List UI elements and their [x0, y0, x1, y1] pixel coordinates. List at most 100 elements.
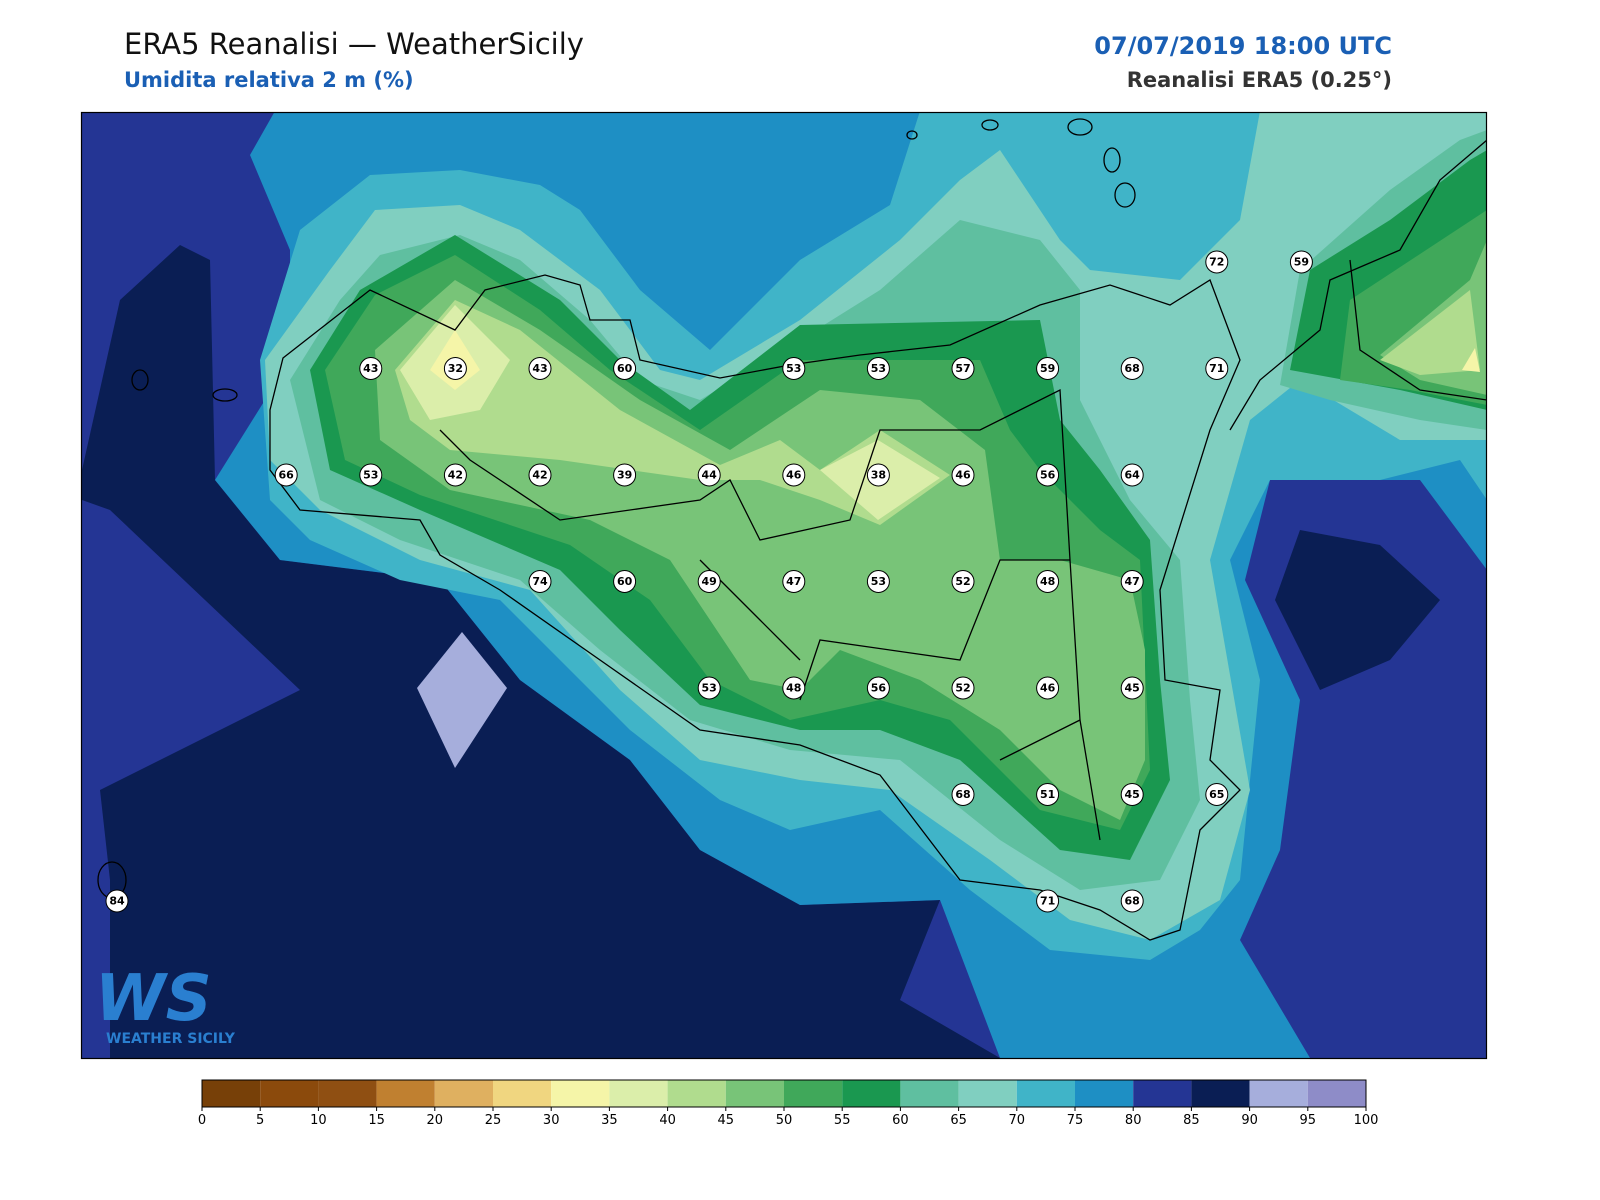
station-value: 68	[1125, 895, 1140, 908]
colorbar-tick-label: 90	[1241, 1113, 1258, 1128]
colorbar-bin	[202, 1080, 261, 1107]
colorbar-bin	[609, 1080, 668, 1107]
station-marker	[1120, 676, 1144, 700]
station-marker	[528, 570, 552, 593]
station-marker	[1120, 889, 1144, 913]
colorbar-bin	[1016, 1080, 1075, 1107]
station-marker	[274, 463, 298, 487]
colorbar-tick-label: 95	[1300, 1113, 1317, 1128]
colorbar-bin	[667, 1080, 726, 1107]
logo: WS WEATHER SICILY	[95, 962, 236, 1047]
station-value: 47	[786, 575, 801, 588]
station-value: 60	[617, 575, 633, 588]
colorbar-bin	[260, 1080, 319, 1107]
title: ERA5 Reanalisi — WeatherSicily	[124, 27, 584, 61]
station-marker	[1205, 783, 1229, 806]
station-marker	[866, 570, 890, 593]
station-marker	[528, 463, 552, 487]
station-marker	[1205, 357, 1229, 380]
station-marker	[782, 463, 806, 487]
colorbar-bin	[318, 1080, 377, 1107]
station-value: 51	[1040, 788, 1055, 801]
station-marker	[1036, 357, 1060, 380]
station-value: 53	[871, 362, 886, 375]
colorbar-tick-label: 60	[892, 1113, 909, 1128]
station-marker	[359, 463, 383, 487]
map-frame	[80, 111, 1488, 1060]
logo-initials: WS	[95, 962, 212, 1036]
station-value: 49	[702, 575, 717, 588]
datetime: 07/07/2019 18:00 UTC	[1094, 32, 1392, 60]
station-value: 38	[871, 469, 886, 482]
station-value: 52	[955, 682, 970, 695]
station-value: 66	[279, 469, 295, 482]
subtitle: Umidita relativa 2 m (%)	[124, 68, 414, 92]
station-marker	[782, 570, 806, 593]
station-marker	[951, 783, 975, 806]
station-value: 53	[786, 362, 801, 375]
colorbar-tick-label: 10	[310, 1113, 327, 1128]
station-value: 32	[448, 362, 463, 375]
station-marker	[613, 357, 637, 380]
station-marker	[1120, 463, 1144, 487]
station-value: 45	[1125, 788, 1140, 801]
station-value: 59	[1040, 362, 1055, 375]
colorbar-tick-label: 20	[427, 1113, 444, 1128]
station-marker	[951, 676, 975, 700]
station-marker	[782, 357, 806, 380]
station-marker	[443, 463, 467, 487]
station-value: 47	[1125, 575, 1140, 588]
colorbar-bin	[376, 1080, 435, 1107]
station-marker	[1205, 250, 1229, 274]
station-value: 44	[702, 469, 718, 482]
colorbar-tick-label: 100	[1354, 1113, 1379, 1128]
colorbar-bin	[551, 1080, 610, 1107]
station-value: 48	[786, 682, 801, 695]
colorbar: 0 5 10 15 20 25 30 35 40 45 50 55 60 65 70 75 80 85 90 95 10…	[198, 1079, 1379, 1128]
station-marker	[951, 463, 975, 487]
station-value: 68	[1125, 362, 1140, 375]
colorbar-tick-label: 0	[198, 1113, 206, 1128]
station-value: 56	[1040, 469, 1056, 482]
colorbar-bin	[1191, 1080, 1250, 1107]
station-value: 39	[617, 469, 632, 482]
stations: 72 59 43 32 43 60 53 53 57 59 68 71 66 53 42 42 39 44 46 38…	[105, 250, 1313, 913]
station-value: 84	[109, 895, 125, 908]
station-value: 48	[1040, 575, 1055, 588]
colorbar-bin	[1133, 1080, 1192, 1107]
station-marker	[1120, 357, 1144, 380]
station-value: 46	[955, 469, 971, 482]
colorbar-tick-label: 85	[1183, 1113, 1200, 1128]
source: Reanalisi ERA5 (0.25°)	[1127, 68, 1392, 92]
colorbar-tick-label: 40	[659, 1113, 676, 1128]
station-marker	[1036, 463, 1060, 487]
station-marker	[697, 676, 721, 700]
station-value: 45	[1125, 682, 1140, 695]
station-marker	[105, 889, 129, 913]
colorbar-bin	[958, 1080, 1017, 1107]
colorbar-tick-label: 30	[543, 1113, 560, 1128]
colorbar-bin	[1075, 1080, 1134, 1107]
station-value: 42	[448, 469, 463, 482]
colorbar-bin	[493, 1080, 552, 1107]
colorbar-bin	[434, 1080, 493, 1107]
colorbar-tick-label: 55	[834, 1113, 851, 1128]
station-value: 60	[617, 362, 633, 375]
colorbar-tick-label: 50	[776, 1113, 793, 1128]
colorbar-bin	[725, 1080, 784, 1107]
station-marker	[1036, 889, 1060, 913]
station-value: 74	[532, 575, 548, 588]
station-marker	[1120, 570, 1144, 593]
station-marker	[951, 357, 975, 380]
station-value: 64	[1125, 469, 1141, 482]
station-marker	[613, 570, 637, 593]
station-value: 65	[1209, 788, 1224, 801]
colorbar-bin	[1307, 1080, 1366, 1107]
station-marker	[1036, 570, 1060, 593]
station-marker	[866, 357, 890, 380]
station-marker	[697, 463, 721, 487]
station-marker	[1036, 783, 1060, 806]
station-value: 43	[532, 362, 547, 375]
station-value: 71	[1209, 362, 1224, 375]
